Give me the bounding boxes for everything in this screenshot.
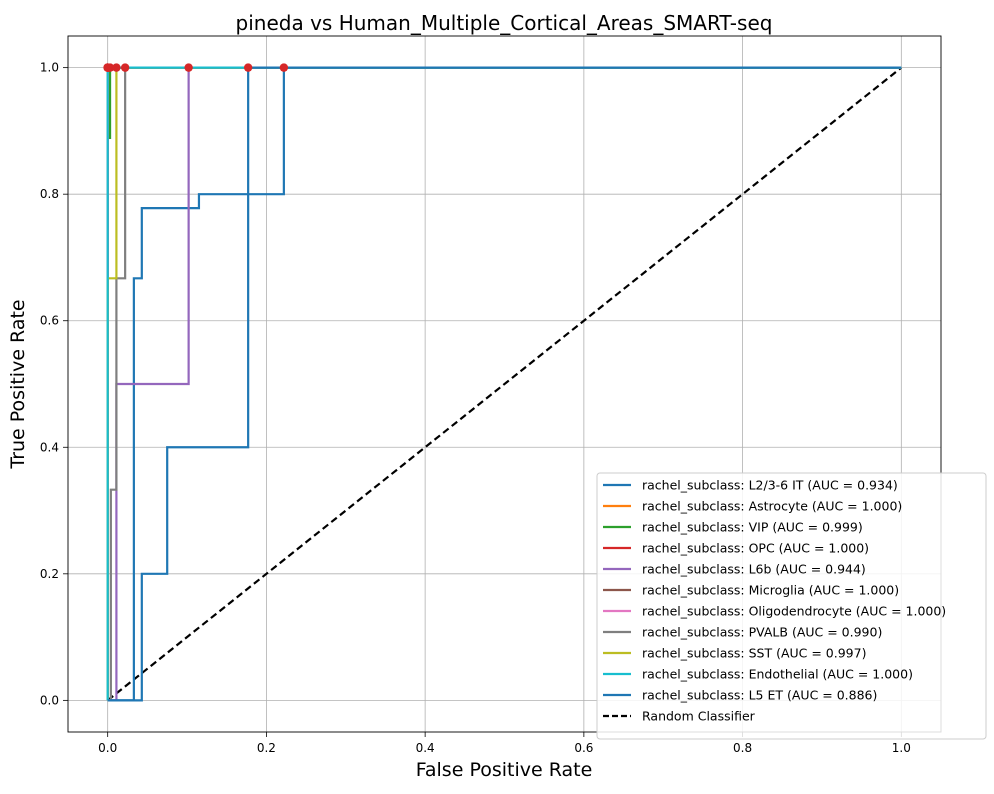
legend-entry: rachel_subclass: Microglia (AUC = 1.000) (642, 583, 899, 598)
legend-entry: rachel_subclass: OPC (AUC = 1.000) (642, 541, 869, 556)
legend-box (596, 472, 987, 740)
y-tick-label: 0.0 (40, 693, 59, 707)
random-classifier-line (106, 66, 903, 702)
x-axis-label: False Positive Rate (416, 759, 593, 781)
y-tick-label: 1.0 (40, 61, 59, 75)
optimal-point-marker-4 (184, 63, 193, 72)
legend-entry: rachel_subclass: Endothelial (AUC = 1.00… (642, 667, 913, 682)
roc-curve-7 (107, 66, 902, 702)
y-tick-label: 0.4 (40, 440, 59, 454)
legend-entry: Random Classifier (642, 709, 756, 724)
legend-entry: rachel_subclass: L2/3-6 IT (AUC = 0.934) (642, 478, 898, 493)
plot-frame (67, 35, 942, 733)
x-tick-label: 0.2 (257, 741, 276, 755)
x-tick-label: 0.6 (574, 741, 593, 755)
legend-entry: rachel_subclass: L5 ET (AUC = 0.886) (642, 688, 877, 703)
optimal-point-marker-7 (120, 63, 130, 72)
legend-entry: rachel_subclass: VIP (AUC = 0.999) (642, 520, 863, 535)
roc-curve-10 (107, 66, 902, 702)
optimal-point-marker-8 (112, 63, 121, 72)
optimal-point-marker-9 (103, 63, 112, 72)
legend-entry: rachel_subclass: Astrocyte (AUC = 1.000) (642, 499, 902, 514)
y-tick-label: 0.8 (40, 187, 59, 201)
x-tick-label: 0.4 (416, 741, 435, 755)
optimal-point-marker-0 (279, 63, 289, 72)
x-tick-label: 1.0 (892, 741, 911, 755)
legend-entry: rachel_subclass: L6b (AUC = 0.944) (642, 562, 866, 577)
legend-entry: rachel_subclass: PVALB (AUC = 0.990) (642, 625, 882, 640)
optimal-point-marker-10 (243, 63, 253, 72)
x-tick-label: 0.0 (98, 741, 117, 755)
y-axis-label: True Positive Rate (7, 299, 29, 469)
legend: rachel_subclass: L2/3-6 IT (AUC = 0.934)… (596, 472, 987, 740)
x-tick-label: 0.8 (733, 741, 752, 755)
plot-area: 0.0 0.2 0.4 0.6 0.8 1.0 0.0 0.2 0.4 0.6 0.8 1.0 (40, 35, 942, 755)
legend-entry: rachel_subclass: Oligodendrocyte (AUC = … (642, 604, 946, 619)
roc-curve-0 (107, 66, 902, 702)
legend-entry: rachel_subclass: SST (AUC = 0.997) (642, 646, 866, 661)
chart-title: pineda vs Human_Multiple_Cortical_Areas_… (236, 11, 773, 35)
y-tick-label: 0.2 (40, 567, 59, 581)
y-tick-label: 0.6 (40, 314, 59, 328)
